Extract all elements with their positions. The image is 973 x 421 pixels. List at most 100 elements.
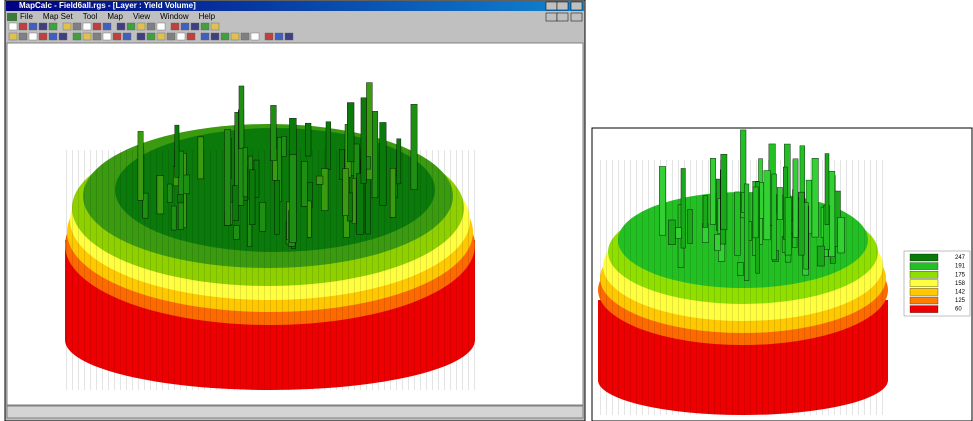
toolbar-button[interactable]: [123, 33, 131, 40]
toolbar-button[interactable]: [73, 23, 81, 30]
terrain-column: [397, 139, 401, 184]
terrain-column: [281, 136, 286, 156]
terrain-column: [772, 174, 777, 260]
toolbar-button[interactable]: [177, 33, 185, 40]
toolbar-button[interactable]: [117, 23, 125, 30]
toolbar-button[interactable]: [19, 33, 27, 40]
menu-item[interactable]: Window: [160, 12, 189, 21]
terrain-column: [675, 228, 681, 239]
terrain-column: [681, 168, 685, 248]
menu-item[interactable]: View: [133, 12, 150, 21]
toolbar-button[interactable]: [49, 23, 57, 30]
terrain-column: [361, 98, 366, 184]
terrain-column: [289, 155, 296, 243]
terrain-column: [138, 131, 143, 200]
menu-item[interactable]: Tool: [83, 12, 98, 21]
terrain-column: [753, 187, 758, 238]
toolbar-button[interactable]: [157, 33, 165, 40]
terrain-column: [715, 234, 721, 250]
legend-swatch: [910, 306, 938, 313]
toolbar-button[interactable]: [93, 23, 101, 30]
toolbar-button[interactable]: [241, 33, 249, 40]
terrain-column: [171, 206, 176, 230]
toolbar-button[interactable]: [63, 23, 71, 30]
terrain-column: [737, 263, 743, 276]
terrain-column: [838, 217, 845, 253]
terrain-column: [175, 125, 179, 177]
toolbar-button[interactable]: [29, 23, 37, 30]
legend-label: 158: [955, 281, 966, 287]
toolbar-button[interactable]: [221, 33, 229, 40]
toolbar-button[interactable]: [59, 33, 67, 40]
app-icon: [7, 13, 17, 21]
toolbar-button[interactable]: [103, 33, 111, 40]
toolbar-button[interactable]: [103, 23, 111, 30]
terrain-column: [157, 176, 164, 214]
toolbar-button[interactable]: [49, 33, 57, 40]
toolbar-button[interactable]: [137, 23, 145, 30]
legend-swatch: [910, 254, 938, 261]
legend-label: 125: [955, 298, 966, 304]
toolbar-button[interactable]: [93, 33, 101, 40]
menu-item[interactable]: File: [20, 12, 33, 21]
legend-swatch: [910, 271, 938, 278]
terrain-column: [721, 154, 727, 229]
menu-item[interactable]: Help: [199, 12, 216, 21]
toolbar-button[interactable]: [171, 23, 179, 30]
toolbar-button[interactable]: [39, 33, 47, 40]
toolbar-button[interactable]: [73, 33, 81, 40]
toolbar-button[interactable]: [187, 33, 195, 40]
legend-label: 60: [955, 307, 962, 313]
toolbar-button[interactable]: [211, 33, 219, 40]
toolbar-button[interactable]: [147, 33, 155, 40]
terrain-column: [307, 201, 311, 237]
terrain-column: [183, 175, 190, 194]
terrain-column: [659, 166, 665, 235]
toolbar-button[interactable]: [39, 23, 47, 30]
terrain-column: [744, 184, 749, 281]
menu-item[interactable]: Map: [107, 12, 123, 21]
legend-swatch: [910, 280, 938, 287]
terrain-column: [759, 182, 763, 218]
toolbar-button[interactable]: [29, 33, 37, 40]
toolbar-button[interactable]: [211, 23, 219, 30]
toolbar-button[interactable]: [83, 23, 91, 30]
terrain-column: [239, 86, 244, 149]
terrain-column: [735, 192, 741, 256]
screenshot: MapCalc - Field6all.rgs - [Layer : Yield…: [0, 0, 973, 421]
toolbar-button[interactable]: [9, 33, 17, 40]
toolbar-button[interactable]: [19, 23, 27, 30]
legend-swatch: [910, 297, 938, 304]
terrain-column: [343, 169, 349, 216]
toolbar-button[interactable]: [181, 23, 189, 30]
menu-item[interactable]: Map Set: [43, 12, 74, 21]
toolbar-button[interactable]: [157, 23, 165, 30]
terrain-column: [305, 123, 311, 156]
toolbar-button[interactable]: [83, 33, 91, 40]
toolbar-button[interactable]: [147, 23, 155, 30]
terrain-column: [302, 161, 308, 206]
terrain-column: [178, 195, 184, 203]
toolbar-button[interactable]: [231, 33, 239, 40]
toolbar-button[interactable]: [9, 23, 17, 30]
terrain-column: [243, 147, 247, 197]
terrain-column: [793, 159, 798, 237]
toolbar-button[interactable]: [137, 33, 145, 40]
toolbar-button[interactable]: [285, 33, 293, 40]
toolbar-button[interactable]: [201, 23, 209, 30]
terrain-column: [668, 220, 675, 245]
page: MapCalc - Field6all.rgs - [Layer : Yield…: [0, 0, 973, 421]
toolbar-button[interactable]: [201, 33, 209, 40]
toolbar-button[interactable]: [113, 33, 121, 40]
terrain-column: [688, 209, 693, 243]
legend-label: 247: [955, 255, 966, 261]
toolbar-button[interactable]: [265, 33, 273, 40]
toolbar-button[interactable]: [127, 23, 135, 30]
toolbar-button[interactable]: [251, 33, 259, 40]
toolbar-button[interactable]: [167, 33, 175, 40]
toolbar-button[interactable]: [191, 23, 199, 30]
legend-label: 175: [955, 272, 966, 278]
terrain-column: [347, 103, 354, 162]
toolbar-button[interactable]: [275, 33, 283, 40]
